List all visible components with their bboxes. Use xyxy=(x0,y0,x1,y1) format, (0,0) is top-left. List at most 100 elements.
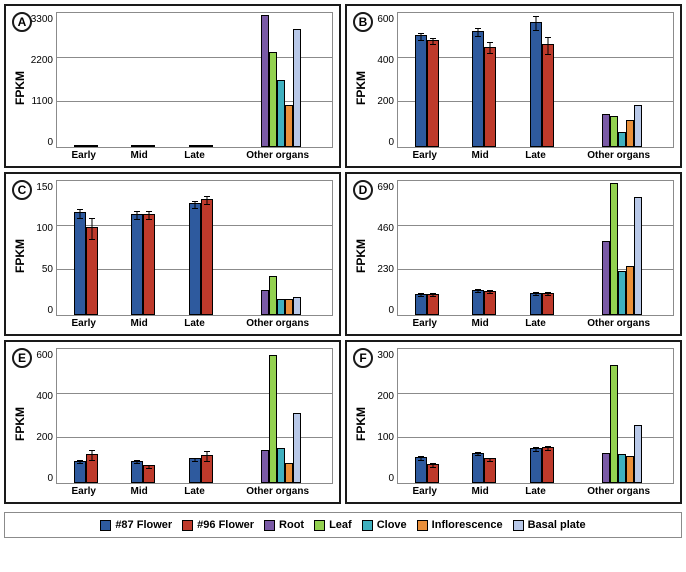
bar xyxy=(285,105,293,147)
x-tick-label: Early xyxy=(397,318,452,332)
bar xyxy=(189,145,201,147)
error-cap xyxy=(487,461,493,462)
panel-label: F xyxy=(353,348,373,368)
chart-wrap: FPKM6004002000EarlyMidLateOther organs xyxy=(12,348,333,500)
error-cap xyxy=(533,451,539,452)
error-bar xyxy=(490,42,491,53)
bar xyxy=(74,145,86,147)
plot-outer: EarlyMidLateOther organs xyxy=(56,12,333,164)
x-tick-label: Mid xyxy=(452,486,507,500)
error-bar xyxy=(478,28,479,37)
bar xyxy=(472,31,484,147)
legend-swatch xyxy=(100,520,111,531)
bar xyxy=(610,183,618,315)
bar xyxy=(131,461,143,483)
error-cap xyxy=(89,450,95,451)
chart-wrap: FPKM3002001000EarlyMidLateOther organs xyxy=(353,348,674,500)
plot-outer: EarlyMidLateOther organs xyxy=(56,348,333,500)
legend-swatch xyxy=(182,520,193,531)
bar xyxy=(626,120,634,147)
legend-swatch xyxy=(417,520,428,531)
error-cap xyxy=(146,465,152,466)
error-bar xyxy=(535,16,536,29)
panel-label: E xyxy=(12,348,32,368)
bar xyxy=(143,145,155,147)
bar-group-mid xyxy=(455,349,512,483)
bar xyxy=(201,199,213,315)
panel-B: BFPKM6004002000EarlyMidLateOther organs xyxy=(345,4,682,168)
error-cap xyxy=(89,239,95,240)
bar xyxy=(634,197,642,315)
y-axis: 6004002000 xyxy=(28,348,56,500)
y-tick-label: 600 xyxy=(36,350,53,361)
error-cap xyxy=(192,458,198,459)
error-cap xyxy=(418,460,424,461)
error-cap xyxy=(430,467,436,468)
bar-group-other-organs xyxy=(570,13,673,147)
error-cap xyxy=(545,292,551,293)
bar xyxy=(542,44,554,147)
error-cap xyxy=(430,293,436,294)
error-cap xyxy=(146,468,152,469)
error-cap xyxy=(418,456,424,457)
error-cap xyxy=(77,146,83,147)
x-tick-label: Early xyxy=(56,318,111,332)
legend-item: #96 Flower xyxy=(182,519,254,531)
bar xyxy=(269,276,277,315)
bar-group-other-organs xyxy=(570,349,673,483)
bar xyxy=(626,266,634,315)
bar xyxy=(472,290,484,315)
bar xyxy=(427,294,439,315)
error-cap xyxy=(475,452,481,453)
error-bar xyxy=(206,451,207,461)
bar xyxy=(261,290,269,315)
y-tick-label: 200 xyxy=(36,432,53,443)
bar xyxy=(415,294,427,315)
y-axis-label: FPKM xyxy=(353,71,369,105)
y-tick-label: 100 xyxy=(377,432,394,443)
bar xyxy=(602,114,610,148)
x-tick-label: Mid xyxy=(452,318,507,332)
y-tick-label: 400 xyxy=(377,55,394,66)
error-cap xyxy=(533,295,539,296)
error-cap xyxy=(77,460,83,461)
legend-swatch xyxy=(314,520,325,531)
bar-group-other-organs xyxy=(229,13,332,147)
panel-C: CFPKM150100500EarlyMidLateOther organs xyxy=(4,172,341,336)
bar-group-other-organs xyxy=(229,181,332,315)
error-cap xyxy=(533,292,539,293)
chart-wrap: FPKM6004002000EarlyMidLateOther organs xyxy=(353,12,674,164)
bar xyxy=(618,271,626,315)
error-cap xyxy=(475,36,481,37)
y-tick-label: 2200 xyxy=(31,55,53,66)
error-cap xyxy=(430,463,436,464)
bar-groups xyxy=(57,349,332,483)
bar xyxy=(530,22,542,147)
y-axis: 6004002000 xyxy=(369,12,397,164)
error-cap xyxy=(545,446,551,447)
error-cap xyxy=(77,218,83,219)
y-tick-label: 150 xyxy=(36,182,53,193)
bar xyxy=(285,463,293,483)
plot-area xyxy=(56,348,333,484)
bar xyxy=(201,145,213,147)
y-tick-label: 690 xyxy=(377,182,394,193)
bar xyxy=(293,413,301,483)
x-axis: EarlyMidLateOther organs xyxy=(397,148,674,164)
panel-A: AFPKM3300220011000EarlyMidLateOther orga… xyxy=(4,4,341,168)
bar xyxy=(602,453,610,483)
legend-item: Inflorescence xyxy=(417,519,503,531)
bar-group-early xyxy=(57,349,114,483)
error-bar xyxy=(194,201,195,208)
y-tick-label: 460 xyxy=(377,223,394,234)
bar xyxy=(189,203,201,315)
error-cap xyxy=(475,289,481,290)
error-cap xyxy=(545,295,551,296)
error-cap xyxy=(430,38,436,39)
bar xyxy=(634,425,642,483)
error-cap xyxy=(475,28,481,29)
x-tick-label: Early xyxy=(397,486,452,500)
bar xyxy=(86,145,98,147)
error-cap xyxy=(146,146,152,147)
bar xyxy=(634,105,642,147)
